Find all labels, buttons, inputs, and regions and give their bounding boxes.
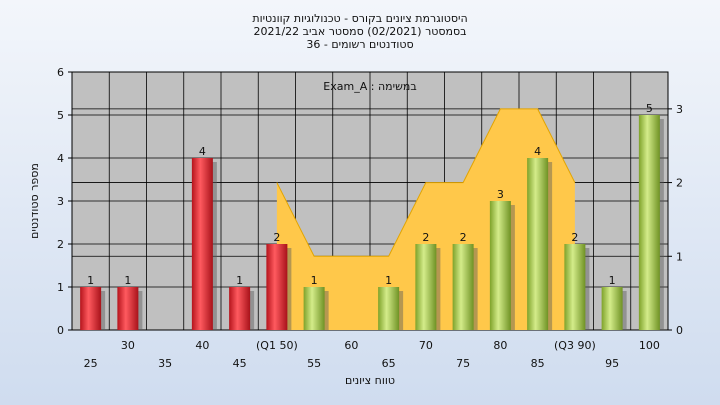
bar (229, 287, 251, 330)
x-tick-label: 60 (344, 339, 358, 352)
y2-axis-ticks: 0 1 2 3 (668, 103, 683, 337)
bar (601, 287, 623, 330)
y-tick-label: 6 (57, 66, 64, 79)
bar (266, 244, 288, 330)
bar-value-label: 2 (571, 231, 578, 244)
title-line-2: בסמסטר (02/2021) סמסטר אביב 2021/22 (253, 25, 466, 38)
bar-value-label: 2 (460, 231, 467, 244)
x-axis-ticks: 25 30 35 40 45 (Q1 50) 55 60 65 70 75 80 85 (Q3 90) 95… (84, 339, 660, 370)
bar (527, 158, 549, 330)
chart-title: היסטוגרמת ציונים בקורס - טכנולוגיות קוונ… (252, 12, 467, 51)
x-tick-label: 70 (419, 339, 433, 352)
bar (564, 244, 586, 330)
bar-value-label: 1 (124, 274, 131, 287)
x-tick-label: 45 (233, 357, 247, 370)
y-axis-title: מספר סטודנטים (28, 163, 41, 239)
y2-tick-label: 1 (676, 250, 683, 263)
x-tick-label: 75 (456, 357, 470, 370)
bar (303, 287, 325, 330)
y-tick-label: 2 (57, 238, 64, 251)
bar-value-label: 5 (646, 102, 653, 115)
bar-value-label: 1 (385, 274, 392, 287)
area-line (276, 108, 576, 257)
x-tick-label: (Q1 50) (256, 339, 298, 352)
x-tick-label: 95 (605, 357, 619, 370)
y-axis-ticks: 0 1 2 3 4 5 6 (57, 66, 72, 337)
x-tick-label: 30 (121, 339, 135, 352)
bar (378, 287, 400, 330)
y-tick-label: 1 (57, 281, 64, 294)
bar-value-label: 4 (534, 145, 541, 158)
y-tick-label: 4 (57, 152, 64, 165)
y-tick-label: 3 (57, 195, 64, 208)
bar-value-label: 1 (87, 274, 94, 287)
x-tick-label: 80 (493, 339, 507, 352)
x-tick-label: 100 (639, 339, 660, 352)
y-tick-label: 5 (57, 109, 64, 122)
bar (415, 244, 437, 330)
y2-tick-label: 2 (676, 177, 683, 190)
x-tick-label: 55 (307, 357, 321, 370)
bar (117, 287, 139, 330)
title-line-1: היסטוגרמת ציונים בקורס - טכנולוגיות קוונ… (252, 12, 467, 25)
bar-value-label: 4 (199, 145, 206, 158)
bar-value-label: 1 (609, 274, 616, 287)
x-tick-label: 25 (84, 357, 98, 370)
bar-value-label: 1 (236, 274, 243, 287)
bar-value-label: 3 (497, 188, 504, 201)
x-tick-label: 65 (382, 357, 396, 370)
bars (80, 115, 664, 330)
bar-value-label: 2 (422, 231, 429, 244)
bar (191, 158, 213, 330)
bar-value-label: 2 (273, 231, 280, 244)
task-annotation: במשימה : Exam_A (323, 80, 416, 93)
title-line-3: סטודנטים רשומים - 36 (306, 38, 413, 51)
y2-tick-label: 0 (676, 324, 683, 337)
x-axis-title: טווח ציונים (345, 374, 395, 387)
x-tick-label: (Q3 90) (554, 339, 596, 352)
bar (80, 287, 102, 330)
bar (452, 244, 474, 330)
y2-tick-label: 3 (676, 103, 683, 116)
x-tick-label: 85 (531, 357, 545, 370)
x-tick-label: 40 (195, 339, 209, 352)
y-tick-label: 0 (57, 324, 64, 337)
data-labels: 1 1 4 1 2 1 1 2 2 3 4 2 1 5 (87, 102, 653, 287)
bar (638, 115, 660, 330)
bar-value-label: 1 (311, 274, 318, 287)
bar (489, 201, 511, 330)
x-tick-label: 35 (158, 357, 172, 370)
